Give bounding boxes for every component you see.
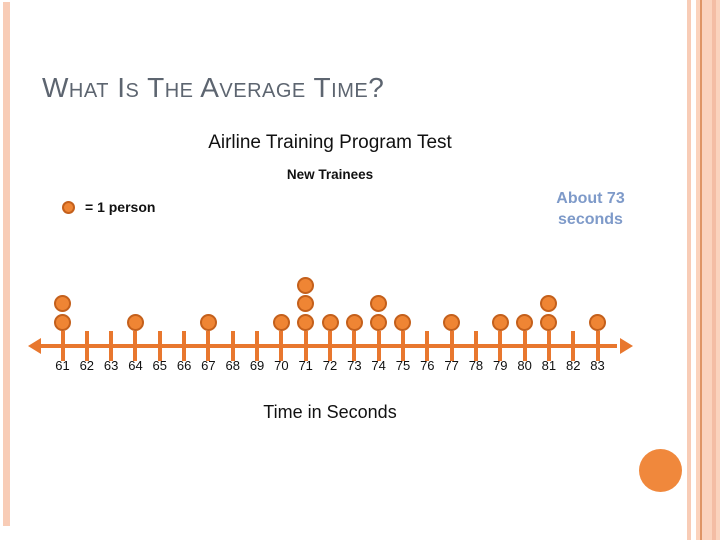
- axis-tick: [328, 331, 333, 361]
- axis-tick-label: 64: [128, 358, 143, 373]
- axis-tick-label: 67: [201, 358, 216, 373]
- axis-tick: [595, 331, 600, 361]
- data-dot: [345, 313, 363, 331]
- axis-tick: [206, 331, 211, 361]
- axis-tick-label: 66: [176, 358, 192, 373]
- data-dot: [54, 295, 71, 312]
- axis-tick-label: 68: [225, 358, 240, 373]
- data-dot: [540, 313, 558, 331]
- axis-tick-label: 77: [444, 358, 459, 373]
- data-dot: [297, 276, 315, 294]
- chart-title: Airline Training Program Test: [208, 132, 452, 153]
- axis-tick-label: 75: [395, 358, 411, 373]
- axis-tick-label: 62: [79, 358, 95, 373]
- axis-tick: [303, 331, 308, 361]
- axis-tick-label: 73: [347, 358, 362, 373]
- data-dot: [321, 313, 339, 331]
- axis-tick: [352, 331, 357, 361]
- data-dot: [370, 313, 388, 331]
- data-dot: [589, 313, 607, 331]
- data-dot: [540, 295, 558, 312]
- data-dot: [199, 313, 217, 331]
- axis-tick-label: 79: [493, 358, 508, 373]
- legend: = 1 person: [62, 199, 155, 215]
- axis-tick: [425, 331, 430, 361]
- data-dot: [443, 313, 461, 331]
- axis-tick: [571, 331, 576, 361]
- axis-tick-label: 82: [565, 358, 581, 373]
- axis-tick: [84, 331, 89, 361]
- axis-tick-label: 71: [298, 358, 313, 373]
- axis-tick-label: 80: [517, 358, 532, 373]
- data-dot: [126, 313, 144, 331]
- number-line-left-arrow-icon: [28, 338, 41, 354]
- axis-tick-label: 78: [468, 358, 484, 373]
- axis-tick: [109, 331, 114, 361]
- right-border-stripe-outer: [687, 0, 691, 540]
- legend-label: = 1 person: [85, 199, 156, 215]
- axis-tick: [230, 331, 235, 361]
- data-dot: [297, 295, 315, 312]
- axis-tick-label: 61: [55, 358, 70, 373]
- axis-tick: [498, 331, 503, 361]
- axis-tick-label: 81: [541, 358, 557, 373]
- axis-tick-label: 72: [322, 358, 338, 373]
- axis-tick-label: 63: [103, 358, 119, 373]
- number-line-right-arrow-icon: [620, 338, 633, 354]
- chart-subtitle: New Trainees: [286, 167, 374, 182]
- data-dot: [516, 313, 534, 331]
- dot-plot: 61 62 63 64 65 66 67 68 69 70 71 72 73 74 75 76 77 78 79 80…: [28, 268, 634, 380]
- axis-tick-label: 83: [590, 358, 605, 373]
- right-border-accent-line: [700, 0, 702, 540]
- data-dot: [370, 295, 388, 312]
- corner-circle-decoration: [639, 449, 682, 492]
- left-border-stripe: [3, 2, 10, 526]
- data-dot: [297, 313, 315, 331]
- axis-tick: [449, 331, 454, 361]
- axis-tick: [133, 331, 138, 361]
- answer-annotation-line1: About 73: [556, 190, 625, 207]
- axis-tick: [473, 331, 478, 361]
- axis-tick: [376, 331, 381, 361]
- axis-tick: [157, 331, 162, 361]
- data-dot: [272, 313, 290, 331]
- legend-dot-icon: [62, 200, 75, 214]
- axis-tick: [255, 331, 260, 361]
- axis-tick: [546, 331, 551, 361]
- axis-tick-label: 74: [371, 358, 386, 373]
- data-dot: [491, 313, 509, 331]
- axis-tick: [182, 331, 187, 361]
- slide-title: What Is The Average Time?: [42, 72, 385, 103]
- answer-annotation: About 73 seconds: [518, 188, 663, 230]
- axis-tick: [522, 331, 527, 361]
- right-border-accent-stripe: [712, 0, 716, 540]
- axis-tick-label: 70: [274, 358, 289, 373]
- data-dot: [394, 313, 412, 331]
- axis-tick-label: 69: [249, 358, 265, 373]
- axis-tick: [279, 331, 284, 361]
- x-axis-title: Time in Seconds: [263, 402, 397, 422]
- axis-tick: [60, 331, 65, 361]
- data-dot: [54, 313, 71, 331]
- axis-tick-label: 65: [152, 358, 167, 373]
- axis-tick: [400, 331, 405, 361]
- axis-tick-label: 76: [420, 358, 435, 373]
- answer-annotation-line2: seconds: [558, 211, 623, 228]
